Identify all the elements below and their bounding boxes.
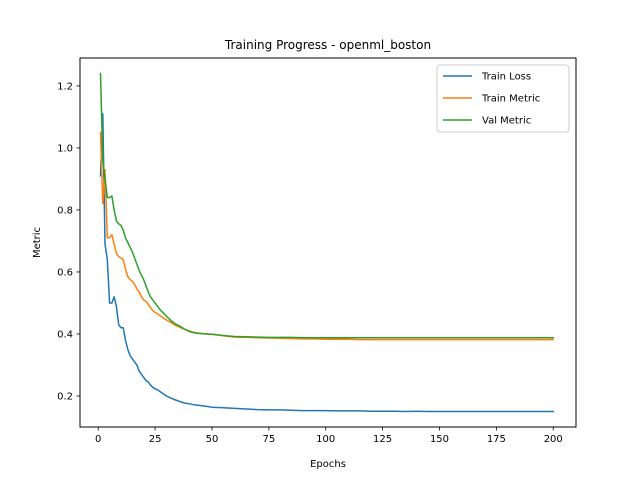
chart-title: Training Progress - openml_boston <box>224 38 431 52</box>
legend-label-1: Train Metric <box>481 94 540 105</box>
y-tick-label: 0.2 <box>57 391 73 402</box>
series-line-0 <box>99 113 554 413</box>
x-tick-label: 125 <box>373 434 392 445</box>
x-tick-label: 150 <box>430 434 449 445</box>
plot-frame <box>79 57 577 428</box>
y-tick-label: 1.2 <box>57 81 73 92</box>
x-tick-label: 100 <box>316 434 335 445</box>
plot-lines <box>99 72 554 413</box>
legend: Train Loss Train Metric Val Metric <box>436 64 570 133</box>
x-axis: 0 25 50 75 100 125 150 175 200 <box>95 427 563 445</box>
y-tick-label: 0.8 <box>57 205 73 216</box>
legend-label-0: Train Loss <box>481 72 531 83</box>
y-tick-label: 0.4 <box>57 329 73 340</box>
y-axis-title: Metric <box>32 227 43 258</box>
legend-box <box>436 64 570 133</box>
x-tick-label: 50 <box>206 434 219 445</box>
x-tick-label: 25 <box>149 434 162 445</box>
legend-label-2: Val Metric <box>482 116 531 127</box>
y-axis: 0.2 0.4 0.6 0.8 1.0 1.2 <box>57 81 80 402</box>
x-tick-label: 175 <box>487 434 506 445</box>
x-tick-label: 0 <box>95 434 101 445</box>
x-tick-label: 200 <box>544 434 563 445</box>
y-tick-label: 1.0 <box>57 143 73 154</box>
x-axis-title: Epochs <box>310 459 346 470</box>
series-line-2 <box>99 72 554 339</box>
y-tick-label: 0.6 <box>57 267 73 278</box>
x-tick-label: 75 <box>262 434 275 445</box>
